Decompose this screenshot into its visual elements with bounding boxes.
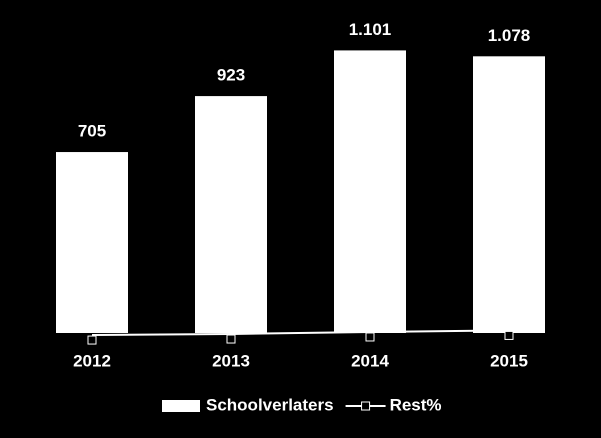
marker [365, 332, 375, 342]
bar [334, 50, 406, 333]
value-label: 705 [78, 122, 106, 141]
legend-marker [361, 401, 371, 411]
x-tick-label: 2015 [490, 351, 528, 370]
legend-label: Schoolverlaters [206, 395, 334, 414]
marker [87, 335, 97, 345]
bar [195, 96, 267, 333]
value-label: 1.101 [349, 20, 392, 39]
line [91, 329, 510, 337]
value-label: 1.078 [488, 26, 531, 45]
x-tick-label: 2012 [73, 351, 111, 370]
marker [504, 330, 514, 340]
value-label: 923 [217, 66, 245, 85]
legend-label: Rest% [390, 395, 442, 414]
x-tick-label: 2013 [212, 351, 250, 370]
legend-swatch [162, 400, 200, 412]
x-tick-label: 2014 [351, 351, 389, 370]
bar [56, 152, 128, 333]
bar [473, 56, 545, 334]
marker [226, 334, 236, 344]
